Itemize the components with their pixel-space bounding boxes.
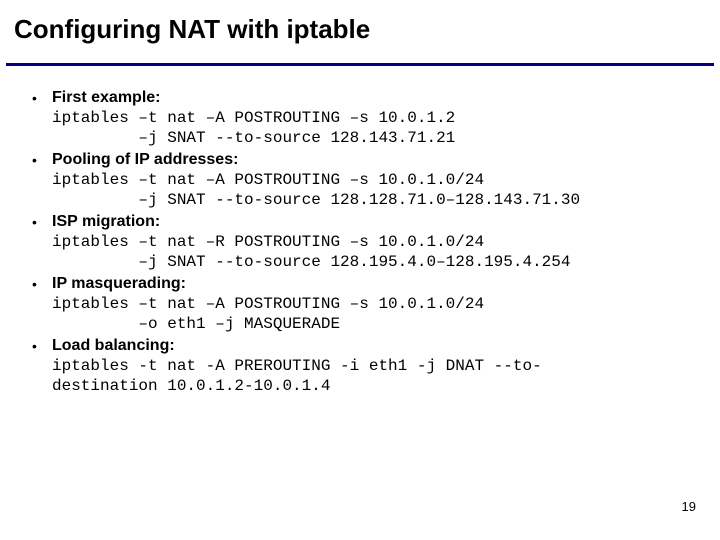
item-label: Pooling of IP addresses:: [52, 151, 238, 168]
page-number: 19: [682, 499, 696, 514]
list-item: • First example: iptables –t nat –A POST…: [28, 88, 700, 148]
item-command: iptables –t nat –A POSTROUTING –s 10.0.1…: [52, 171, 580, 209]
item-label: ISP migration:: [52, 213, 160, 230]
bullet-icon: •: [32, 90, 37, 108]
list-item: • Pooling of IP addresses: iptables –t n…: [28, 150, 700, 210]
item-command: iptables –t nat –A POSTROUTING –s 10.0.1…: [52, 109, 455, 147]
item-label: IP masquerading:: [52, 275, 186, 292]
list-item: • IP masquerading: iptables –t nat –A PO…: [28, 274, 700, 334]
item-label: First example:: [52, 89, 160, 106]
bullet-icon: •: [32, 276, 37, 294]
bullet-icon: •: [32, 214, 37, 232]
slide-title: Configuring NAT with iptable: [0, 0, 720, 53]
content-area: • First example: iptables –t nat –A POST…: [0, 66, 720, 396]
bullet-icon: •: [32, 338, 37, 356]
item-command: iptables –t nat –R POSTROUTING –s 10.0.1…: [52, 233, 570, 271]
list-item: • Load balancing: iptables -t nat -A PRE…: [28, 336, 700, 396]
item-command: iptables -t nat -A PREROUTING -i eth1 -j…: [52, 357, 542, 395]
list-item: • ISP migration: iptables –t nat –R POST…: [28, 212, 700, 272]
bullet-icon: •: [32, 152, 37, 170]
item-command: iptables –t nat –A POSTROUTING –s 10.0.1…: [52, 295, 484, 333]
item-label: Load balancing:: [52, 337, 175, 354]
